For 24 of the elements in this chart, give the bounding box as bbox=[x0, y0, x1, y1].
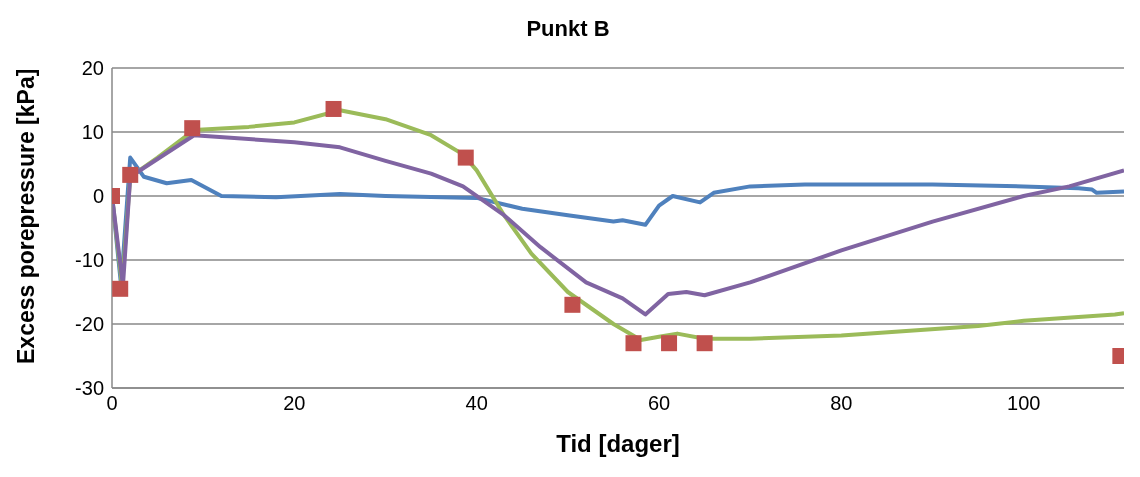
point bbox=[325, 100, 342, 117]
y-tick-label: -30 bbox=[75, 377, 104, 400]
x-tick-label: 0 bbox=[106, 392, 118, 415]
point bbox=[457, 149, 474, 166]
point bbox=[625, 335, 642, 352]
x-axis-title: Tid [dager] bbox=[556, 430, 680, 457]
chart-title: Punkt B bbox=[525, 16, 611, 42]
x-tick-label: 40 bbox=[465, 392, 488, 415]
y-tick-label: -10 bbox=[75, 249, 104, 272]
point bbox=[122, 166, 139, 183]
point bbox=[661, 335, 678, 352]
y-tick-label: 10 bbox=[81, 121, 104, 144]
x-tick-label: 100 bbox=[1007, 392, 1041, 415]
x-tick-label: 60 bbox=[647, 392, 671, 415]
y-tick-label: 20 bbox=[81, 57, 104, 80]
x-tick-label: 80 bbox=[830, 392, 853, 415]
y-tick-label: 0 bbox=[92, 185, 104, 208]
y-tick-label: -20 bbox=[75, 313, 104, 336]
point bbox=[564, 296, 581, 313]
point bbox=[696, 335, 713, 352]
point bbox=[184, 120, 201, 137]
x-tick-label: 20 bbox=[283, 392, 306, 415]
y-axis-title: Excess porepressure [kPa] bbox=[13, 68, 40, 364]
point bbox=[112, 280, 129, 297]
